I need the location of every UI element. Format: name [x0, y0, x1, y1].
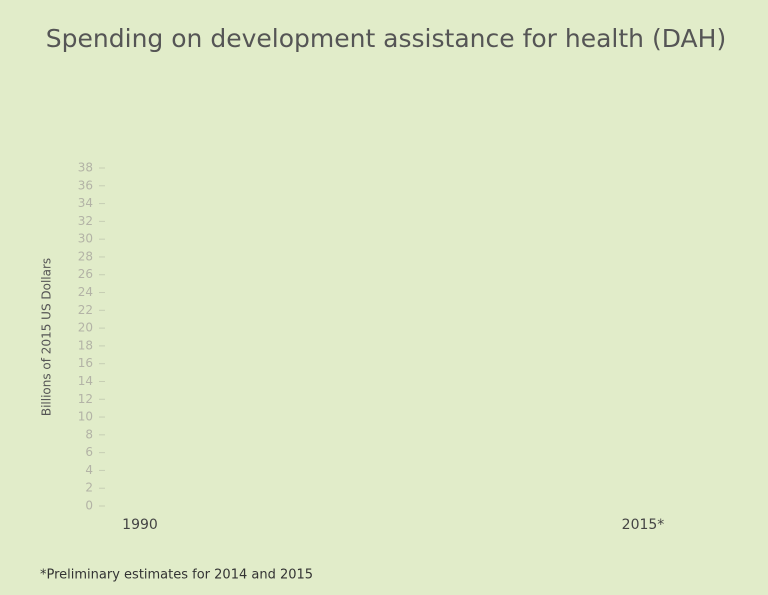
y-tick-label: 30	[78, 232, 93, 246]
y-tick-label: 12	[78, 392, 93, 406]
y-tick-label: 16	[78, 356, 93, 370]
y-axis-label: Billions of 2015 US Dollars	[40, 258, 54, 416]
chart-title: Spending on development assistance for h…	[46, 24, 726, 53]
y-tick-label: 14	[78, 374, 93, 388]
y-tick-label: 22	[78, 303, 93, 317]
y-tick-label: 10	[78, 410, 93, 424]
y-tick-label: 20	[78, 321, 93, 335]
footnote: *Preliminary estimates for 2014 and 2015	[40, 568, 313, 583]
y-tick-label: 26	[78, 267, 93, 281]
y-tick-label: 32	[78, 214, 93, 228]
y-tick-label: 38	[78, 161, 93, 175]
y-tick-label: 0	[85, 499, 93, 513]
y-tick-label: 4	[85, 463, 93, 477]
y-tick-label: 34	[78, 196, 93, 210]
y-tick-label: 24	[78, 285, 93, 299]
y-tick-label: 36	[78, 178, 93, 192]
y-tick-label: 2	[85, 481, 93, 495]
y-tick-label: 8	[85, 427, 93, 441]
y-tick-label: 28	[78, 249, 93, 263]
x-tick-label: 1990	[122, 517, 158, 533]
y-tick-label: 6	[85, 445, 93, 459]
x-tick-label: 2015*	[622, 517, 665, 533]
y-tick-label: 18	[78, 338, 93, 352]
